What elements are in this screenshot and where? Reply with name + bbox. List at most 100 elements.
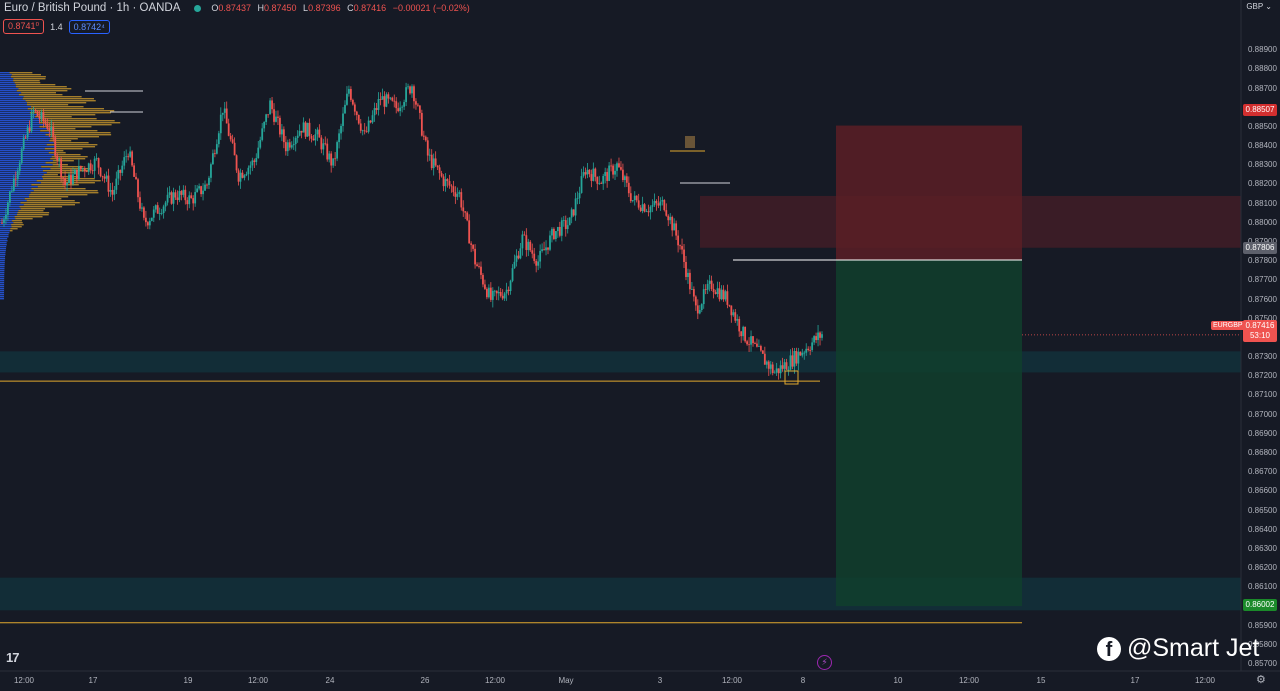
candle-body [405,87,407,103]
tradingview-logo[interactable]: 17 [6,650,20,665]
volume-bar-blue [0,100,26,102]
candle-body [446,179,449,182]
candle-body [152,209,155,218]
candle-body [470,243,473,245]
volume-bar-gold [21,92,56,94]
candle-body [334,158,337,160]
volume-bar-blue [0,170,43,172]
candle-body [290,145,293,148]
candle-body [148,220,151,226]
candle-body [206,184,208,186]
candle-body [282,129,285,143]
highlight-box [685,136,695,148]
candle-body [415,101,417,105]
volume-bar-gold [16,90,68,92]
candle-body [691,289,693,290]
candle-body [700,304,703,311]
candle-body [491,290,494,300]
candle-body [614,170,616,175]
volume-bar-blue [0,82,15,84]
candle-body [271,100,273,110]
volume-bar-gold [11,74,41,76]
candle-body [279,117,281,135]
volume-bar-blue [0,112,30,114]
volume-bar-blue [0,76,11,78]
candle-body [284,142,287,152]
candle-body [716,288,719,295]
candle-body [588,169,591,175]
volume-bar-gold [39,126,92,128]
volume-bar-gold [50,138,78,140]
volume-bar-blue [0,260,5,262]
candle-body [52,126,55,138]
candle-body [204,184,206,191]
settings-gear-icon[interactable]: ⚙ [1256,674,1266,686]
volume-bar-blue [0,206,20,208]
candle-body [448,181,451,186]
candle-body [125,156,128,158]
currency-selector[interactable]: GBP ⌄ [1246,2,1272,11]
candle-body [349,89,352,100]
candle-body [456,193,459,197]
price-tick-label: 0.88700 [1248,83,1277,93]
volume-bar-blue [0,120,41,122]
candle-body [655,200,658,204]
candle-body [156,205,159,214]
candle-body [454,192,457,197]
candle-body [596,176,599,184]
volume-bar-blue [0,274,5,276]
volume-bar-gold [28,196,69,198]
candle-body [484,284,486,289]
stop-loss-zone [836,125,1022,261]
candle-body [430,154,433,169]
volume-bar-blue [0,210,19,212]
volume-bar-gold [48,128,76,130]
volume-bar-blue [0,128,49,130]
symbol-title[interactable]: Euro / British Pound · 1h · OANDA [4,2,181,14]
volume-bar-gold [13,222,23,224]
candle-body [180,191,183,195]
candle-body [653,200,656,206]
lightning-icon[interactable]: ⚡ [817,655,832,670]
candle-body [586,169,589,175]
candle-body [210,164,212,178]
volume-bar-blue [0,258,6,260]
candle-body [553,228,555,239]
candle-body [438,167,441,174]
candle-body [70,174,72,185]
volume-bar-blue [0,186,38,188]
candle-body [355,111,358,115]
candle-body [20,149,23,164]
candle-body [659,201,662,206]
volume-bar-gold [55,150,64,152]
volume-bar-gold [44,124,112,126]
current-price-label: 0.87416 53:10 [1243,320,1277,342]
sell-button[interactable]: 0.8741⁰ [3,19,45,34]
candle-body [397,108,400,112]
volume-bar-gold [15,84,56,86]
candle-body [535,260,538,266]
candle-body [424,136,427,141]
time-tick-label: 12:00 [484,676,506,685]
candle-body [133,165,135,177]
volume-bar-blue [0,174,44,176]
candle-body [310,135,313,139]
candle-body [229,135,232,140]
candle-body [805,348,808,353]
buy-button[interactable]: 0.8742⁴ [68,19,111,34]
candle-body [141,207,143,209]
candle-body [357,114,360,124]
candle-body [83,168,86,172]
candle-body [675,223,678,236]
candle-body [765,361,768,365]
candle-body [312,138,315,141]
demand-zone [0,351,1241,373]
candle-body [28,127,31,132]
candle-body [399,107,402,112]
candle-body [669,216,672,221]
candle-body [777,368,780,374]
volume-bar-gold [39,118,97,120]
price-tick-label: 0.86800 [1248,448,1277,457]
candle-body [582,172,585,177]
